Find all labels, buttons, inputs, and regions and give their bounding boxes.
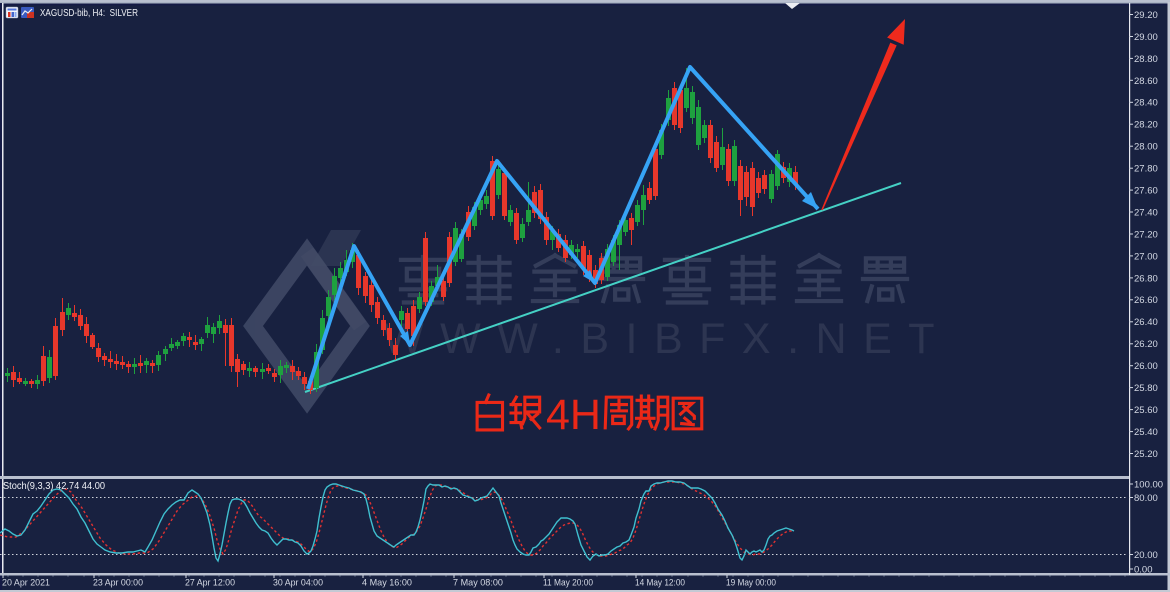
svg-text:4H: 4H xyxy=(546,391,601,439)
svg-text:WWW.BIBFX.NET: WWW.BIBFX.NET xyxy=(383,315,951,363)
svg-text:0.00: 0.00 xyxy=(1134,564,1153,575)
svg-text:26.00: 26.00 xyxy=(1134,361,1158,372)
svg-text:25.20: 25.20 xyxy=(1134,449,1158,460)
svg-text:27.20: 27.20 xyxy=(1134,229,1158,240)
svg-text:29.20: 29.20 xyxy=(1134,10,1158,21)
svg-text:19 May 00:00: 19 May 00:00 xyxy=(726,578,776,589)
svg-text:7 May 08:00: 7 May 08:00 xyxy=(453,578,503,589)
svg-text:25.40: 25.40 xyxy=(1134,427,1158,438)
svg-text:27.00: 27.00 xyxy=(1134,251,1158,262)
svg-text:26.40: 26.40 xyxy=(1134,317,1158,328)
svg-text:28.80: 28.80 xyxy=(1134,54,1158,65)
svg-text:23 Apr 00:00: 23 Apr 00:00 xyxy=(93,578,143,589)
svg-text:20.00: 20.00 xyxy=(1134,550,1158,561)
svg-text:27 Apr 12:00: 27 Apr 12:00 xyxy=(185,578,235,589)
svg-text:100.00: 100.00 xyxy=(1134,479,1163,490)
svg-text:Stoch(9,3,3) 42.74 44.00: Stoch(9,3,3) 42.74 44.00 xyxy=(3,481,105,492)
svg-text:26.60: 26.60 xyxy=(1134,295,1158,306)
svg-text:28.40: 28.40 xyxy=(1134,98,1158,109)
svg-text:28.20: 28.20 xyxy=(1134,120,1158,131)
svg-text:27.80: 27.80 xyxy=(1134,164,1158,175)
svg-text:30 Apr 04:00: 30 Apr 04:00 xyxy=(273,578,323,589)
svg-text:20 Apr 2021: 20 Apr 2021 xyxy=(2,578,50,589)
svg-text:25.60: 25.60 xyxy=(1134,405,1158,416)
svg-text:XAGUSD-bib, H4: SILVER: XAGUSD-bib, H4: SILVER xyxy=(40,8,138,19)
svg-text:26.80: 26.80 xyxy=(1134,273,1158,284)
svg-text:4 May 16:00: 4 May 16:00 xyxy=(362,578,412,589)
svg-text:28.00: 28.00 xyxy=(1134,142,1158,153)
svg-text:25.80: 25.80 xyxy=(1134,383,1158,394)
svg-text:80.00: 80.00 xyxy=(1134,493,1158,504)
svg-text:26.20: 26.20 xyxy=(1134,339,1158,350)
svg-text:11 May 20:00: 11 May 20:00 xyxy=(543,578,593,589)
svg-text:27.40: 27.40 xyxy=(1134,207,1158,218)
svg-text:27.60: 27.60 xyxy=(1134,186,1158,197)
svg-text:28.60: 28.60 xyxy=(1134,76,1158,87)
svg-text:29.00: 29.00 xyxy=(1134,32,1158,43)
svg-text:14 May 12:00: 14 May 12:00 xyxy=(635,578,685,589)
